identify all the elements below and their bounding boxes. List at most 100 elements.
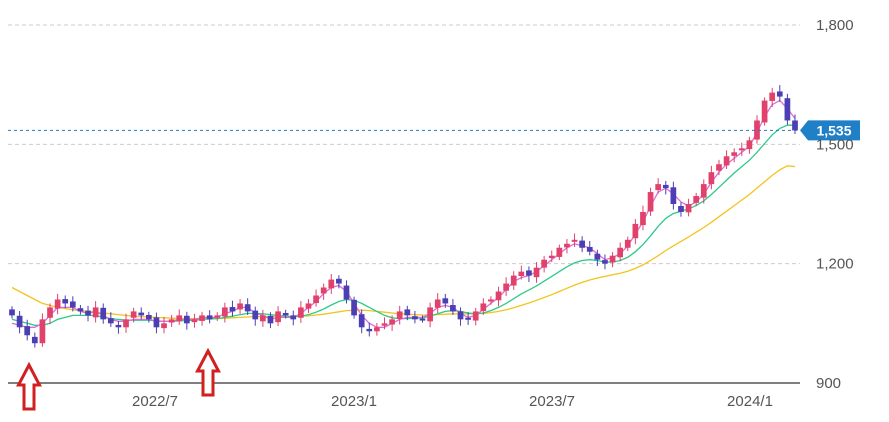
candle-body	[784, 98, 791, 121]
candle	[214, 312, 221, 321]
candle-body	[776, 91, 783, 97]
y-tick-label: 1,500	[816, 136, 854, 153]
candle	[427, 302, 433, 328]
candle-body	[275, 311, 281, 323]
candle-body	[305, 303, 312, 309]
candle-body	[9, 309, 15, 316]
up-arrow-icon	[195, 347, 221, 397]
candle-body	[541, 259, 547, 268]
candle-body	[123, 319, 129, 328]
candle	[16, 311, 23, 334]
candle-body	[92, 307, 99, 318]
candle-body	[31, 336, 38, 344]
candle	[640, 205, 646, 231]
candle-body	[609, 255, 616, 263]
candle	[617, 242, 624, 262]
candle-body	[693, 196, 700, 203]
candle	[267, 312, 274, 329]
candle-body	[480, 303, 487, 312]
candle-body	[586, 246, 593, 252]
candle-body	[320, 287, 327, 294]
candle-body	[419, 318, 426, 321]
grid-lines	[8, 24, 800, 265]
candle-body	[404, 309, 411, 316]
candles	[9, 85, 798, 348]
candle	[252, 306, 259, 326]
candle-body	[328, 279, 335, 289]
current-price-label: 1,535	[816, 122, 851, 138]
current-price-line: 1,535	[8, 120, 860, 141]
candle	[670, 181, 677, 210]
candle-body	[47, 307, 53, 318]
candle-body	[199, 315, 205, 321]
candle	[472, 307, 479, 326]
candle	[374, 322, 380, 336]
candle	[77, 305, 84, 315]
candle	[381, 317, 388, 330]
candle-body	[518, 271, 525, 276]
candle	[708, 165, 715, 190]
candle-body	[16, 315, 23, 328]
candle-body	[396, 311, 403, 319]
candle	[685, 198, 692, 217]
candle-body	[145, 314, 152, 320]
candle-body	[290, 315, 297, 320]
candle	[784, 93, 791, 125]
candle-body	[183, 315, 190, 324]
candle	[100, 303, 107, 324]
candle-body	[168, 319, 175, 323]
candle-body	[206, 315, 213, 320]
candle	[632, 219, 639, 245]
candle-body	[556, 247, 563, 257]
candle-body	[85, 310, 91, 316]
candle-body	[465, 317, 471, 320]
candle	[731, 148, 738, 163]
candle	[328, 274, 335, 294]
candle-body	[374, 327, 380, 332]
candle	[769, 87, 776, 107]
candle-body	[571, 239, 578, 242]
candle	[526, 266, 532, 282]
candle	[564, 239, 570, 254]
candle-body	[685, 204, 692, 213]
annotations	[16, 347, 221, 411]
candle	[191, 313, 198, 328]
candle	[746, 136, 753, 154]
candle	[115, 320, 122, 334]
candle	[31, 332, 38, 348]
candle	[183, 311, 190, 330]
candle	[655, 178, 662, 194]
candle-body	[617, 247, 624, 258]
candle	[761, 97, 768, 126]
candle	[229, 300, 236, 317]
candle-body	[746, 140, 753, 150]
candle-body	[351, 299, 357, 316]
candle	[305, 299, 312, 313]
candle-body	[472, 311, 479, 321]
candle-body	[700, 184, 707, 198]
candle-body	[723, 156, 730, 166]
candle	[237, 299, 243, 314]
candle	[586, 240, 593, 256]
candle-body	[792, 120, 798, 131]
candle	[693, 192, 700, 206]
moving-average-lines	[11, 99, 796, 328]
candle	[176, 309, 183, 325]
candle	[222, 302, 228, 323]
candle	[723, 150, 730, 169]
candle-body	[229, 307, 236, 312]
candle	[24, 319, 31, 341]
candle-body	[176, 315, 183, 322]
candle	[442, 293, 449, 308]
up-arrow-icon	[16, 361, 42, 411]
candle	[450, 299, 456, 315]
candle	[85, 305, 91, 322]
x-tick-label: 2024/1	[727, 393, 773, 410]
candle	[738, 142, 745, 156]
candle-body	[495, 291, 502, 301]
candle	[556, 244, 563, 261]
candle-body	[503, 283, 509, 291]
candle	[647, 187, 654, 216]
candle-body	[130, 311, 137, 318]
candle	[138, 307, 145, 320]
